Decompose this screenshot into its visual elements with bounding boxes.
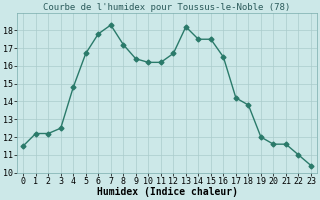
Title: Courbe de l'humidex pour Toussus-le-Noble (78): Courbe de l'humidex pour Toussus-le-Nobl…	[44, 3, 291, 12]
X-axis label: Humidex (Indice chaleur): Humidex (Indice chaleur)	[97, 187, 237, 197]
